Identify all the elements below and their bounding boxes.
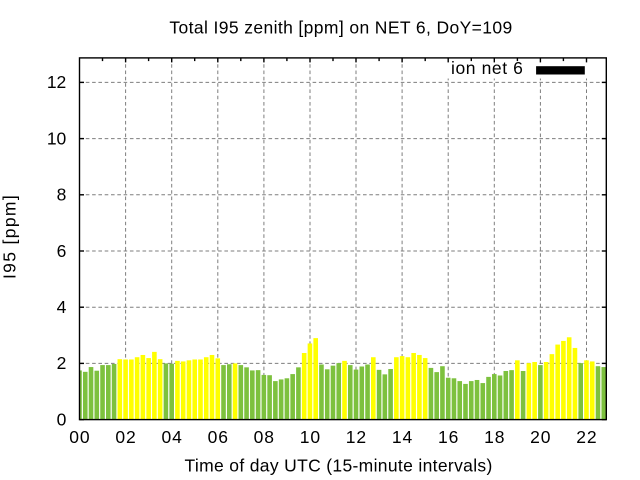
svg-text:06: 06 [208, 427, 229, 447]
svg-text:2: 2 [57, 353, 67, 373]
svg-text:8: 8 [57, 185, 67, 205]
svg-text:Total I95 zenith [ppm] on NET: Total I95 zenith [ppm] on NET 6, DoY=109 [169, 18, 512, 38]
svg-text:08: 08 [254, 427, 275, 447]
svg-text:02: 02 [115, 427, 136, 447]
svg-text:12: 12 [47, 72, 66, 92]
svg-text:Time of day UTC (15-minute int: Time of day UTC (15-minute intervals) [185, 456, 493, 476]
svg-text:0: 0 [57, 409, 67, 429]
svg-text:ion net 6: ion net 6 [451, 58, 524, 78]
svg-text:10: 10 [300, 427, 321, 447]
svg-text:4: 4 [57, 297, 67, 317]
svg-text:6: 6 [57, 241, 67, 261]
svg-text:18: 18 [484, 427, 505, 447]
svg-text:04: 04 [161, 427, 182, 447]
svg-text:I95 [ppm]: I95 [ppm] [0, 194, 20, 279]
svg-text:10: 10 [47, 128, 67, 148]
svg-text:16: 16 [438, 427, 459, 447]
svg-text:22: 22 [576, 427, 597, 447]
svg-text:00: 00 [69, 427, 90, 447]
svg-text:14: 14 [392, 427, 413, 447]
svg-text:20: 20 [530, 427, 551, 447]
svg-text:12: 12 [346, 427, 367, 447]
